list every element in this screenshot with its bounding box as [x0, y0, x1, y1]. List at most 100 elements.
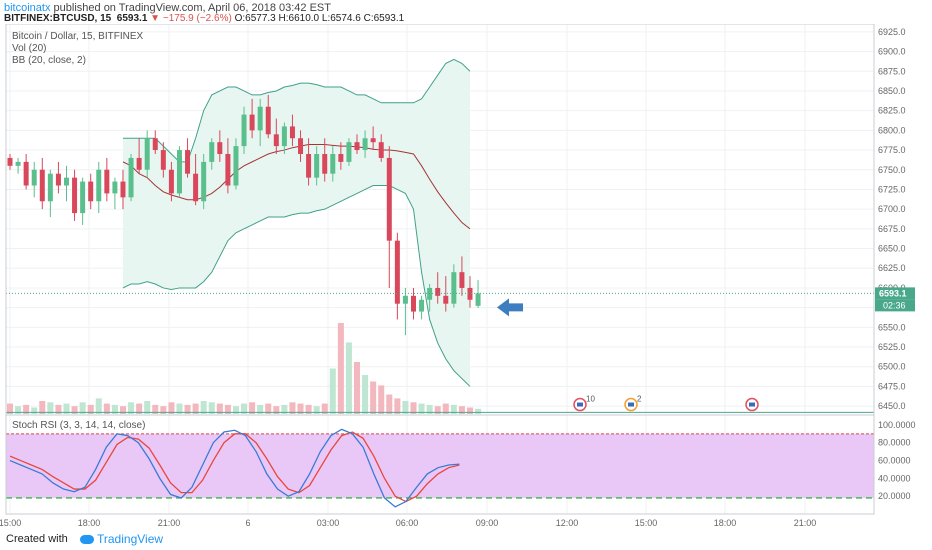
candle-body: [435, 287, 441, 296]
volume-bar: [152, 404, 159, 414]
flag-icon: [577, 402, 583, 407]
candle-body: [451, 272, 457, 304]
volume-bar: [39, 401, 46, 414]
candle-body: [23, 161, 29, 186]
volume-bar: [354, 362, 361, 414]
footer: Created with TradingView: [0, 530, 932, 550]
price-tick-label: 6900.0: [878, 47, 906, 57]
rsi-tick-label: 60.0000: [878, 456, 911, 466]
candle-body: [80, 181, 86, 214]
volume-bar: [305, 404, 312, 414]
chart-canvas[interactable]: 10 26925.06900.06875.06850.06825.06800.06…: [0, 24, 932, 530]
volume-bar: [31, 407, 38, 414]
plot-border: [5, 24, 875, 515]
volume-bar: [410, 402, 417, 414]
legend-bb[interactable]: BB (20, close, 2): [12, 55, 86, 66]
volume-bar: [144, 401, 151, 414]
volume-bar: [434, 406, 441, 414]
countdown-label: 02:36: [883, 300, 906, 310]
price-tick-label: 6475.0: [878, 381, 906, 391]
stoch-k-line: [9, 428, 460, 508]
candle-body: [289, 126, 295, 139]
price-tick-label: 6500.0: [878, 362, 906, 372]
volume-bar: [466, 407, 473, 414]
volume-bar: [426, 404, 433, 414]
volume-bar: [95, 398, 102, 414]
volume-bar: [136, 403, 143, 414]
volume-bar: [79, 402, 86, 414]
ohlc-values: O:6577.3 H:6610.0 L:6574.6 C:6593.1: [235, 13, 405, 24]
rsi-tick-label: 40.0000: [878, 473, 911, 483]
author-link[interactable]: bitcoinatx: [4, 2, 51, 14]
candle-body: [249, 114, 255, 131]
volume-bar: [55, 404, 62, 414]
volume-bar: [418, 403, 425, 414]
volume-bar: [297, 403, 304, 414]
volume-bar: [200, 401, 207, 414]
price-tick-label: 6525.0: [878, 342, 906, 352]
candle-body: [370, 138, 376, 143]
price-tick-label: 6775.0: [878, 145, 906, 155]
volume-bar: [47, 402, 54, 414]
time-tick-label: 15:00: [0, 518, 21, 528]
candle-body: [402, 295, 408, 304]
time-tick-label: 06:00: [396, 518, 419, 528]
candle-body: [281, 126, 287, 147]
ohlc-high: H:6610.0: [278, 13, 320, 24]
volume-bar: [128, 402, 135, 414]
candle-body: [265, 106, 271, 135]
volume-bar: [111, 404, 118, 414]
event-marker[interactable]: 2: [624, 395, 642, 412]
publish-line: bitcoinatx published on TradingView.com,…: [4, 2, 331, 14]
down-triangle-icon: ▼: [150, 13, 161, 24]
candle-body: [467, 287, 473, 300]
volume-bar: [329, 368, 336, 414]
price-tick-label: 6550.0: [878, 322, 906, 332]
price-tick-label: 6700.0: [878, 204, 906, 214]
price-axis[interactable]: 6925.0 6900.0 6875.0 6850.0 6825.0 6800.0 6775…: [878, 27, 906, 411]
candle-body: [136, 157, 142, 170]
event-count: 2: [637, 395, 642, 404]
ohlc-open: O:6577.3: [234, 13, 276, 24]
candle-body: [273, 134, 279, 147]
volume-bar: [63, 403, 70, 414]
candle-body: [63, 177, 69, 186]
legend-vol[interactable]: Vol (20): [12, 43, 47, 54]
flag-icon: [628, 402, 634, 407]
candle-body: [338, 154, 344, 162]
time-axis[interactable]: 15:00 18:00 21:00 6 03:00 06:00 09:00 12:00 15:0…: [0, 518, 816, 528]
event-marker[interactable]: [745, 397, 759, 412]
rsi-tick-label: 20.0000: [878, 491, 911, 501]
legend-stoch-rsi[interactable]: Stoch RSI (3, 3, 14, 14, close): [12, 420, 146, 431]
volume-bar: [208, 402, 215, 414]
candle-body: [257, 106, 263, 131]
candle-body: [152, 138, 158, 151]
stoch-rsi-panel: [6, 428, 874, 508]
tradingview-logo[interactable]: TradingView: [80, 532, 163, 546]
event-marker[interactable]: 10: [573, 395, 595, 412]
countdown-tag: [875, 299, 915, 312]
volume-bar: [450, 404, 457, 414]
volume-bar: [249, 402, 256, 414]
time-tick-label: 18:00: [714, 518, 737, 528]
stoch-d-line: [9, 431, 460, 503]
symbol: BITFINEX:BTCUSD, 15: [4, 13, 112, 24]
volume-bar: [281, 404, 288, 414]
candle-body: [112, 181, 118, 194]
last-price-tag: [875, 287, 915, 300]
volume-bar: [7, 403, 13, 414]
time-tick-label: 21:00: [158, 518, 181, 528]
candle-body: [193, 173, 199, 202]
price-tick-label: 6825.0: [878, 106, 906, 116]
price-tick-label: 6925.0: [878, 27, 906, 37]
volume-bar: [289, 402, 296, 414]
candle-body: [104, 169, 110, 194]
candle-body: [233, 146, 239, 186]
volume-bar: [265, 403, 272, 414]
volume-bar: [176, 403, 183, 414]
volume-bar: [378, 385, 385, 414]
volume-bar: [184, 404, 191, 414]
volume-bar: [87, 404, 94, 414]
rsi-axis[interactable]: 100.0000 80.0000 60.0000 40.0000 20.0000: [878, 420, 916, 501]
volume-bar: [402, 401, 409, 414]
